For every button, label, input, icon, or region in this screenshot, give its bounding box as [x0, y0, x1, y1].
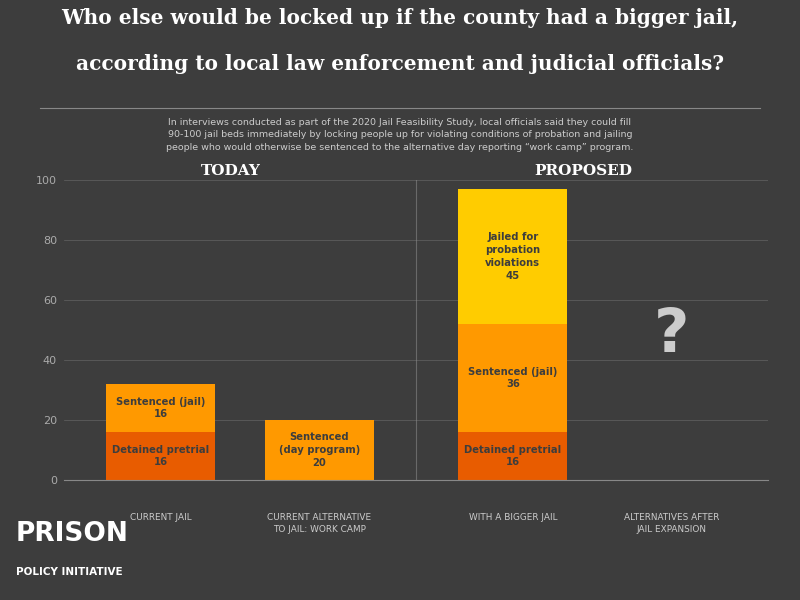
- Bar: [265, 420, 374, 480]
- Text: according to local law enforcement and judicial officials?: according to local law enforcement and j…: [76, 54, 724, 74]
- Text: WITH A BIGGER JAIL: WITH A BIGGER JAIL: [469, 513, 557, 522]
- Text: ?: ?: [654, 307, 689, 365]
- Bar: [458, 189, 567, 324]
- Text: ALTERNATIVES AFTER
JAIL EXPANSION: ALTERNATIVES AFTER JAIL EXPANSION: [623, 513, 719, 534]
- Text: PRISON: PRISON: [16, 521, 129, 547]
- Text: TODAY: TODAY: [202, 164, 261, 178]
- Text: Jailed for
probation
violations
45: Jailed for probation violations 45: [486, 232, 540, 281]
- Text: In interviews conducted as part of the 2020 Jail Feasibility Study, local offici: In interviews conducted as part of the 2…: [166, 118, 634, 152]
- Text: Detained pretrial
16: Detained pretrial 16: [112, 445, 210, 467]
- Text: Sentenced (jail)
16: Sentenced (jail) 16: [116, 397, 206, 419]
- Text: POLICY INITIATIVE: POLICY INITIATIVE: [16, 567, 122, 577]
- Text: CURRENT JAIL: CURRENT JAIL: [130, 513, 192, 522]
- Bar: [106, 432, 215, 480]
- Text: PROPOSED: PROPOSED: [534, 164, 632, 178]
- Bar: [106, 384, 215, 432]
- Bar: [458, 324, 567, 432]
- Text: CURRENT ALTERNATIVE
TO JAIL: WORK CAMP: CURRENT ALTERNATIVE TO JAIL: WORK CAMP: [267, 513, 371, 534]
- Bar: [458, 432, 567, 480]
- Text: Detained pretrial
16: Detained pretrial 16: [464, 445, 562, 467]
- Text: Sentenced (jail)
36: Sentenced (jail) 36: [468, 367, 558, 389]
- Text: Who else would be locked up if the county had a bigger jail,: Who else would be locked up if the count…: [62, 8, 738, 28]
- Text: Sentenced
(day program)
20: Sentenced (day program) 20: [278, 432, 360, 468]
